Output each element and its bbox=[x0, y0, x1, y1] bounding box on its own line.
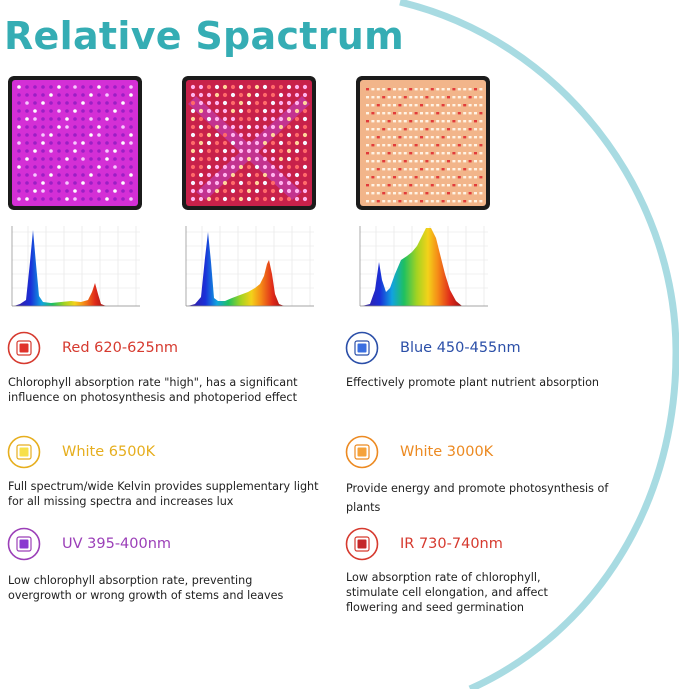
spectrum-graph-full bbox=[180, 222, 317, 314]
feature-title-white-3000k: White 3000K bbox=[400, 444, 494, 460]
white-6500k-led-icon bbox=[7, 435, 41, 469]
feature-title-uv: UV 395-400nm bbox=[62, 536, 172, 552]
feature-desc-ir: Low absorption rate of chlorophyll, stim… bbox=[346, 571, 548, 614]
purple-panel bbox=[8, 76, 142, 210]
feature-desc-white-6500k: Full spectrum/wide Kelvin provides suppl… bbox=[8, 480, 319, 508]
uv-led-icon bbox=[7, 527, 41, 561]
feature-title-red: Red 620-625nm bbox=[62, 340, 179, 356]
full-spectrum-panel bbox=[182, 76, 316, 210]
ir-led-icon bbox=[345, 527, 379, 561]
feature-title-ir: IR 730-740nm bbox=[400, 536, 503, 552]
white-3000k-led-icon bbox=[345, 435, 379, 469]
spectrum-graph-purple bbox=[6, 222, 143, 314]
feature-desc-uv: Low chlorophyll absorption rate, prevent… bbox=[8, 574, 284, 602]
blue-led-icon bbox=[345, 331, 379, 365]
feature-desc-blue: Effectively promote plant nutrient absor… bbox=[346, 376, 600, 389]
page-title: Relative Spactrum bbox=[4, 14, 405, 58]
spectrum-graph-warm bbox=[354, 222, 491, 314]
feature-desc-white-3000k: Provide energy and promote photosynthesi… bbox=[346, 482, 609, 514]
feature-title-blue: Blue 450-455nm bbox=[400, 340, 521, 356]
feature-desc-red: Chlorophyll absorption rate "high", has … bbox=[8, 376, 298, 404]
warm-white-panel bbox=[356, 76, 490, 210]
red-led-icon bbox=[7, 331, 41, 365]
feature-title-white-6500k: White 6500K bbox=[62, 444, 156, 460]
